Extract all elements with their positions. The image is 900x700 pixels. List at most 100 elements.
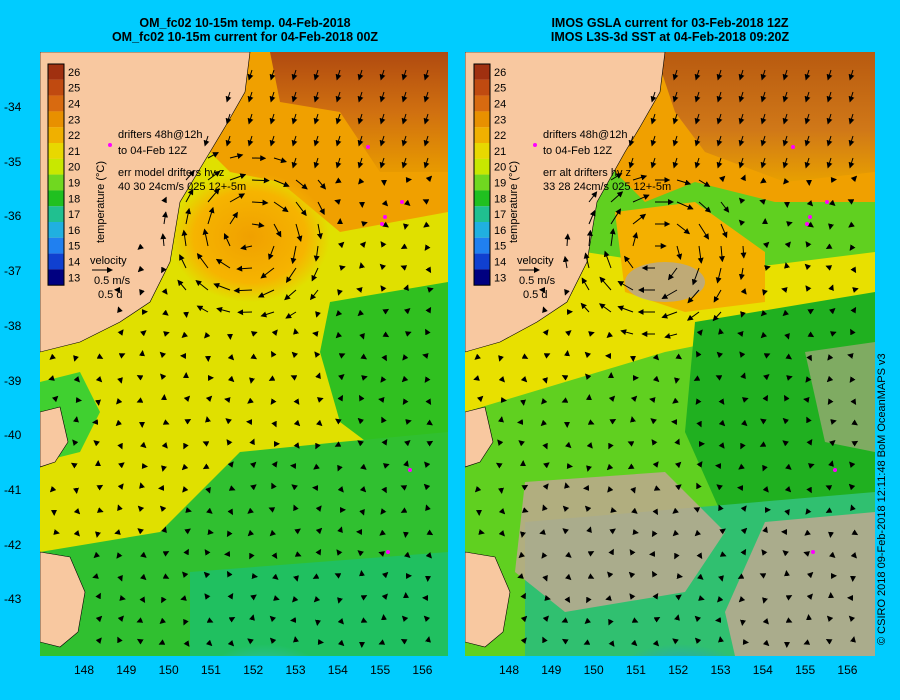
longitude-tick: 148 [74,663,95,677]
current-arrow [848,91,855,103]
current-arrow [630,486,636,494]
current-arrow [139,482,145,489]
current-arrow [425,552,432,559]
current-arrow [73,375,80,383]
current-arrow [426,529,434,536]
current-arrow [269,91,276,103]
current-arrow [760,113,767,125]
current-arrow [183,548,189,556]
longitude-tick: 150 [158,663,179,677]
current-arrow [269,637,277,645]
current-arrow [183,442,189,450]
current-arrow [676,245,683,260]
current-arrow [675,484,682,491]
drifter-point [366,145,370,149]
current-arrow [759,199,766,205]
current-arrow [693,375,701,381]
current-arrow [95,375,103,383]
current-arrow [740,372,746,380]
current-arrow [672,91,679,103]
current-arrow [117,483,124,490]
current-arrow [423,483,431,491]
current-arrow [565,551,572,558]
current-arrow [205,416,211,423]
current-arrow [401,157,408,169]
current-arrow [715,375,723,381]
colorbar-swatch [48,174,64,191]
current-arrow [588,209,596,225]
colorbar-swatch [474,269,490,286]
current-arrow [828,284,834,292]
longitude-tick: 155 [370,663,391,677]
current-arrow [159,505,167,513]
current-arrow [807,331,815,338]
current-arrow [251,222,265,229]
drifter-tracks [108,143,412,554]
current-arrow [716,135,723,147]
current-arrow [762,464,768,472]
current-arrow [227,375,235,383]
current-arrow [206,507,213,514]
current-arrow [114,529,121,535]
current-arrow [565,330,572,337]
colorbar-tick: 25 [494,83,506,95]
current-arrow [183,618,189,626]
current-arrow [586,526,592,534]
current-arrow [542,306,548,314]
current-arrow [381,571,389,579]
current-arrow [424,376,431,383]
current-arrow [588,331,595,337]
current-arrow [336,549,343,556]
current-arrow [49,353,56,360]
current-arrow [783,394,790,402]
current-arrow [294,551,302,557]
current-arrow [422,199,430,205]
colorbar-swatch [48,143,64,159]
current-arrow [337,464,343,472]
current-arrow [293,442,300,449]
current-arrow [257,289,275,298]
current-arrow [760,69,767,81]
current-arrow [338,353,346,359]
current-arrow [691,267,700,286]
current-arrow [379,263,387,271]
longitude-tick: 148 [499,663,520,677]
current-arrow [693,507,701,513]
current-arrow [357,113,364,125]
current-arrow [806,199,814,207]
colorbar-swatch [48,269,64,286]
colorbar-tick: 22 [494,130,506,142]
current-arrow [585,373,592,381]
current-arrow [543,353,551,359]
current-arrow [317,639,324,645]
current-arrow [315,419,323,427]
current-arrow [225,91,232,103]
current-arrow [337,618,344,625]
current-arrow [357,440,364,447]
current-arrow [544,595,551,601]
current-arrow [609,228,616,247]
current-arrow [357,309,365,317]
current-arrow [628,571,636,579]
current-arrow [381,354,387,362]
latitude-tick: -43 [4,592,22,607]
current-arrow [291,69,298,81]
current-arrow [784,485,792,493]
current-arrow [716,157,723,169]
current-arrow [698,595,705,601]
colorbar-swatch [474,111,490,128]
current-arrow [675,594,682,601]
current-arrow [806,614,812,621]
current-arrow [205,395,213,403]
current-arrow [661,289,678,300]
current-arrow [360,353,368,360]
current-arrow [401,113,408,125]
current-arrow [317,201,325,215]
colorbar: 26 25 24 23 22 21 20 19 18 17 16 15 14 13 [47,63,80,286]
current-arrow [225,418,232,425]
current-arrow [804,263,812,271]
current-arrow [805,241,812,248]
current-arrow [803,551,811,557]
current-arrow [583,252,590,269]
current-arrow [851,529,859,536]
